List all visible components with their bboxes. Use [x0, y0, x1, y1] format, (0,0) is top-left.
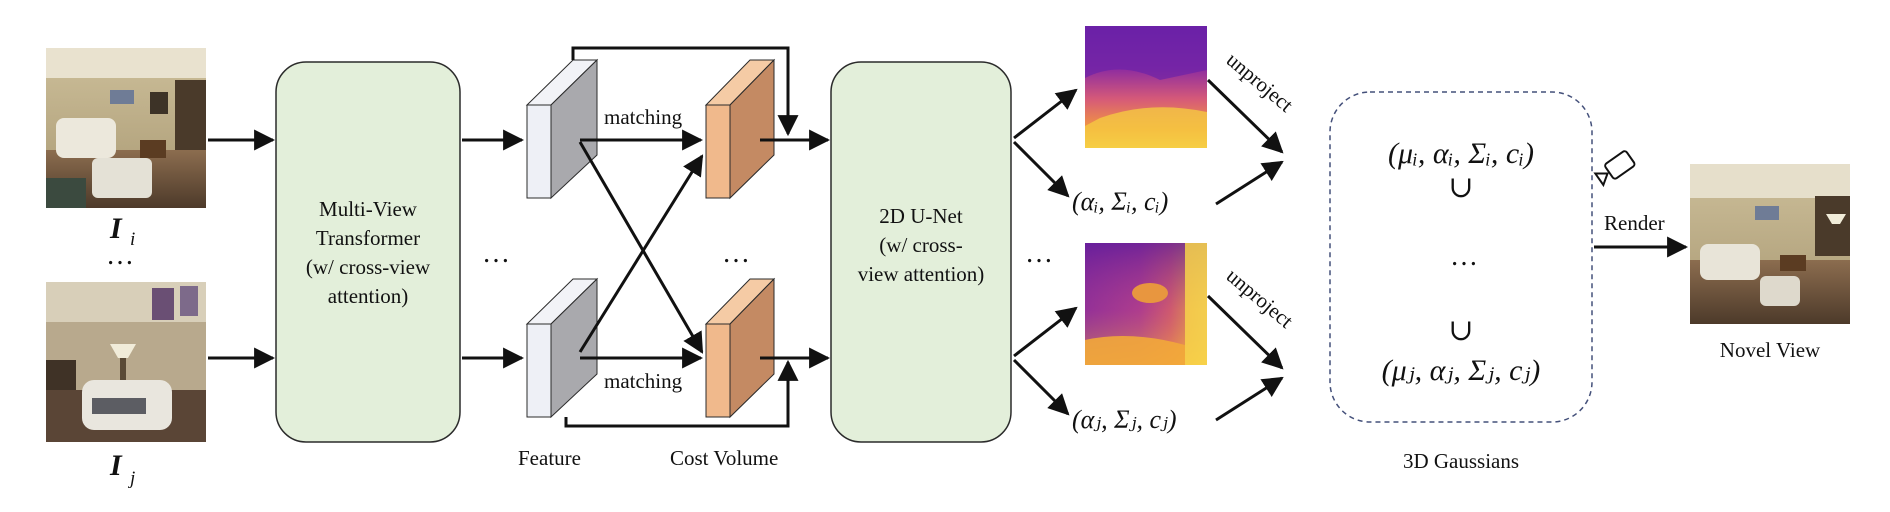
feature-block-i — [525, 58, 599, 200]
skip-arrow-top — [571, 46, 799, 137]
svg-text:Transformer: Transformer — [316, 226, 420, 250]
params-j: (αⱼ, Σⱼ, cⱼ) — [1072, 405, 1177, 434]
unet-label-line3: view attention) — [858, 262, 985, 286]
input-ellipsis: … — [106, 240, 136, 271]
camera-icon — [1593, 150, 1636, 188]
gaussians-label: 3D Gaussians — [1403, 449, 1519, 473]
gaussians-ellipsis: … — [1450, 241, 1480, 272]
union-symbol-bottom: ∪ — [1448, 314, 1473, 347]
svg-text:(w/ cross-: (w/ cross- — [879, 233, 962, 257]
cost-volume-label: Cost Volume — [670, 446, 778, 470]
arrow-unet-to-params-i — [1012, 140, 1070, 198]
novel-view-label: Novel View — [1720, 338, 1821, 362]
mvt-label: Multi-View Transformer (w/ cross-view at… — [306, 197, 431, 308]
unet-label: 2D U-Net (w/ cross- view attention) — [858, 204, 985, 286]
svg-text:Multi-View: Multi-View — [319, 197, 418, 221]
ellipsis-cost-volume: … — [722, 238, 752, 269]
arrow-unproject-j — [1206, 294, 1284, 370]
ellipsis-after-mvt: … — [482, 238, 512, 269]
render-label: Render — [1604, 211, 1665, 235]
multi-view-transformer-box — [275, 61, 461, 443]
depth-map-i — [1085, 26, 1207, 148]
unet-box — [830, 61, 1012, 443]
union-symbol-top: ∪ — [1448, 171, 1473, 204]
arrow-params-j — [1215, 376, 1284, 422]
input-image-j — [46, 282, 206, 442]
gaussian-params-j: (μⱼ, αⱼ, Σⱼ, cⱼ) — [1382, 354, 1541, 387]
depth-map-j — [1085, 243, 1207, 365]
ellipsis-after-unet: … — [1025, 238, 1055, 269]
arrow-params-i — [1215, 160, 1284, 206]
svg-text:j: j — [127, 468, 135, 489]
svg-text:(w/ cross-view: (w/ cross-view — [306, 255, 431, 279]
cross-arrow-j-to-i — [578, 154, 704, 353]
svg-text:2D U-Net: 2D U-Net — [879, 204, 963, 228]
arrow-unproject-i — [1206, 78, 1284, 154]
feature-block-j — [525, 277, 599, 419]
svg-text:I: I — [109, 449, 123, 482]
arrow-unet-to-depth-i — [1013, 88, 1078, 140]
input-label-j: I j — [109, 449, 135, 489]
svg-text:I: I — [109, 212, 123, 245]
skip-arrow-bottom — [564, 359, 799, 428]
feature-label: Feature — [518, 446, 581, 470]
gaussians-container — [1329, 91, 1593, 423]
arrow-unet-to-depth-j — [1013, 306, 1078, 358]
input-label-i: I i — [109, 212, 135, 250]
cross-arrow-i-to-j — [578, 141, 704, 354]
matching-label-top: matching — [604, 105, 683, 129]
arrow-unet-to-params-j — [1012, 358, 1070, 416]
svg-text:attention): attention) — [328, 284, 408, 308]
svg-text:i: i — [130, 229, 135, 250]
matching-label-bottom: matching — [604, 369, 683, 393]
cost-volume-j — [704, 277, 776, 419]
gaussian-params-i: (μᵢ, αᵢ, Σᵢ, cᵢ) — [1388, 137, 1534, 170]
novel-view-image — [1690, 164, 1850, 324]
cost-volume-i — [704, 58, 776, 200]
input-image-i — [46, 48, 206, 208]
params-i: (αᵢ, Σᵢ, cᵢ) — [1072, 187, 1168, 216]
